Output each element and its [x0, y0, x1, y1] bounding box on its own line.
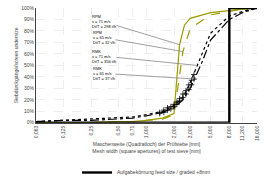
svg-text:RMKv = 71 m/sDt/T = 356 t/h: RMKv = 71 m/sDt/T = 356 t/h — [92, 49, 116, 64]
svg-text:Aufgabekörnung feed size / gra: Aufgabekörnung feed size / graded +8mm — [117, 169, 210, 175]
svg-text:1,000: 1,000 — [143, 125, 149, 138]
svg-text:11,200: 11,200 — [239, 125, 245, 140]
svg-text:8,000: 8,000 — [226, 125, 232, 138]
svg-text:0,71: 0,71 — [129, 125, 135, 135]
svg-text:0%: 0% — [27, 119, 35, 125]
svg-text:5,000: 5,000 — [207, 125, 213, 138]
svg-text:0,125: 0,125 — [60, 125, 66, 138]
svg-text:30%: 30% — [24, 85, 35, 91]
svg-text:0,063: 0,063 — [33, 125, 39, 138]
svg-text:Siebdürckgänge/screen undersiz: Siebdürckgänge/screen undersize — [13, 27, 19, 103]
svg-text:80%: 80% — [24, 28, 35, 34]
svg-text:100%: 100% — [21, 5, 34, 11]
svg-text:60%: 60% — [24, 51, 35, 57]
svg-text:50%: 50% — [24, 62, 35, 68]
svg-text:90%: 90% — [24, 16, 35, 22]
svg-text:RPMv = 65 m/sDt/T = 32 t/h: RPMv = 65 m/sDt/T = 32 t/h — [93, 30, 115, 45]
svg-text:16,000: 16,000 — [254, 125, 260, 141]
svg-text:Maschenweite (Quadratloch) der: Maschenweite (Quadratloch) der Prüfsiebe… — [92, 141, 201, 154]
svg-text:20%: 20% — [24, 97, 35, 103]
svg-text:40%: 40% — [24, 74, 35, 80]
svg-text:2,000: 2,000 — [171, 125, 177, 138]
svg-text:10%: 10% — [24, 108, 35, 114]
svg-text:RPMv = 71 m/sDt/T = 298 t/h: RPMv = 71 m/sDt/T = 298 t/h — [92, 14, 116, 29]
svg-text:0,25: 0,25 — [88, 125, 94, 135]
svg-text:0,50: 0,50 — [115, 125, 121, 135]
svg-text:70%: 70% — [24, 39, 35, 45]
svg-text:3,000: 3,000 — [187, 125, 193, 138]
svg-text:RMKv = 65 m/sDt/T = 37 t/h: RMKv = 65 m/sDt/T = 37 t/h — [93, 66, 115, 81]
